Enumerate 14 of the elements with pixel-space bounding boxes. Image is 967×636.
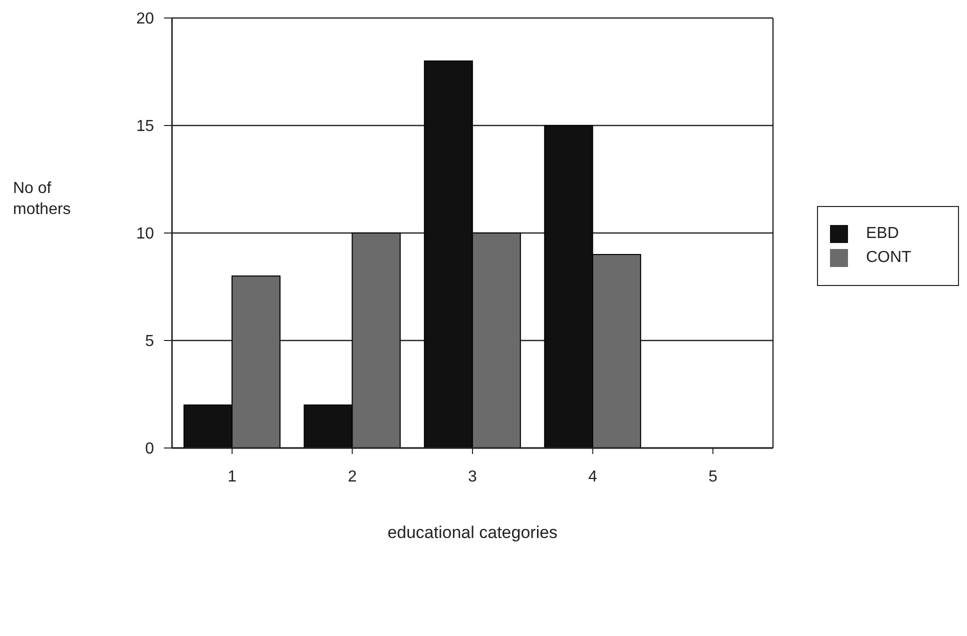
- x-tick-label: 1: [228, 468, 237, 486]
- x-tick-label: 3: [468, 468, 478, 486]
- y-tick-label: 10: [136, 226, 154, 243]
- y-tick-label: 5: [145, 333, 154, 350]
- y-tick-label: 20: [136, 10, 154, 28]
- y-tick-label: 15: [136, 118, 154, 136]
- legend-label: CONT: [866, 249, 912, 266]
- x-tick-label: 4: [588, 468, 598, 486]
- legend-label: EBD: [866, 225, 899, 242]
- x-tick-label: 5: [708, 468, 718, 486]
- y-axis-title: No of mothers: [13, 180, 71, 218]
- x-tick-label: 2: [348, 468, 357, 486]
- y-tick-label: 0: [145, 440, 154, 458]
- x-axis-title: educational categories: [387, 523, 558, 542]
